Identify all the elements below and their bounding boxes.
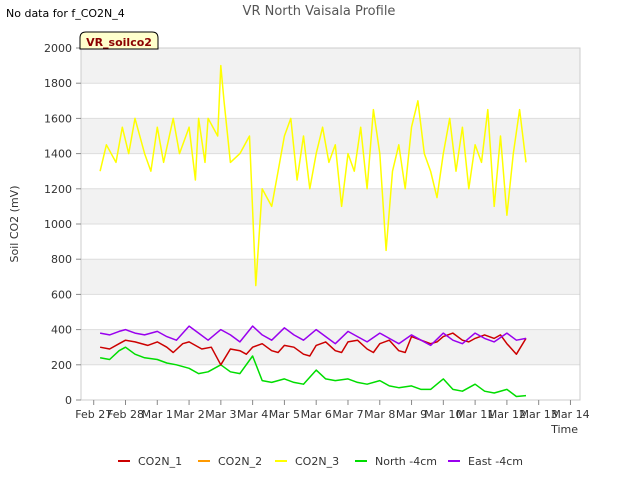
x-tick-label: Mar 2 [173, 408, 204, 421]
y-tick-label: 1400 [44, 148, 72, 161]
y-tick-label: 2000 [44, 42, 72, 55]
y-tick-label: 600 [51, 288, 72, 301]
y-tick-label: 1800 [44, 77, 72, 90]
site-badge: VR_soilco2 [79, 31, 159, 50]
x-tick-label: Mar 11 [456, 408, 494, 421]
plot-band [81, 294, 580, 330]
series-layer [99, 64, 527, 398]
x-tick-label: Mar 9 [396, 408, 427, 421]
x-tick-label: Mar 14 [551, 408, 589, 421]
x-tick-label: Mar 12 [488, 408, 526, 421]
legend-entry: CO2N_2 [218, 455, 262, 468]
y-tick-label: 400 [51, 324, 72, 337]
y-tick-label: 1200 [44, 183, 72, 196]
badge-shape [79, 31, 159, 50]
chart-title: VR North Vaisala Profile [243, 4, 396, 19]
series-line [99, 325, 527, 347]
x-tick-label: Feb 28 [107, 408, 144, 421]
y-tick-label: 0 [65, 394, 72, 407]
series-line [99, 64, 527, 287]
y-tick-label: 200 [51, 359, 72, 372]
legend-entry: North -4cm [375, 455, 437, 468]
x-tick-label: Mar 8 [364, 408, 395, 421]
y-axis-ticks: 0 200 400 600 800 1000 1200 1400 1600 1800 2000 [44, 42, 81, 407]
x-tick-label: Mar 4 [237, 408, 268, 421]
y-tick-label: 1600 [44, 112, 72, 125]
plot-band [81, 83, 580, 119]
x-tick-label: Mar 13 [520, 408, 558, 421]
plot-band [81, 48, 580, 84]
x-tick-label: Mar 5 [269, 408, 300, 421]
x-tick-label: Mar 10 [424, 408, 462, 421]
plot-area [81, 48, 580, 400]
series-line [99, 346, 527, 398]
plot-band [81, 364, 580, 400]
legend-entry: CO2N_3 [295, 455, 339, 468]
badge-label: VR_soilco2 [86, 36, 152, 49]
x-tick-label: Mar 6 [301, 408, 332, 421]
plot-band [81, 259, 580, 295]
y-axis-label: Soil CO2 (mV) [8, 186, 21, 263]
legend: CO2N_1 CO2N_2 CO2N_3 North -4cm East -4cm [118, 455, 523, 468]
legend-entry: East -4cm [468, 455, 523, 468]
y-tick-label: 1000 [44, 218, 72, 231]
series-line [99, 332, 527, 366]
plot-band [81, 188, 580, 224]
x-tick-label: Mar 7 [332, 408, 363, 421]
y-tick-label: 800 [51, 253, 72, 266]
x-tick-label: Feb 27 [75, 408, 112, 421]
x-axis-label: Time [550, 423, 578, 436]
nodata-note: No data for f_CO2N_4 [6, 7, 125, 20]
legend-entry: CO2N_1 [138, 455, 182, 468]
plot-band [81, 224, 580, 260]
plot-band [81, 118, 580, 154]
x-tick-label: Mar 1 [142, 408, 173, 421]
x-tick-label: Mar 3 [205, 408, 236, 421]
